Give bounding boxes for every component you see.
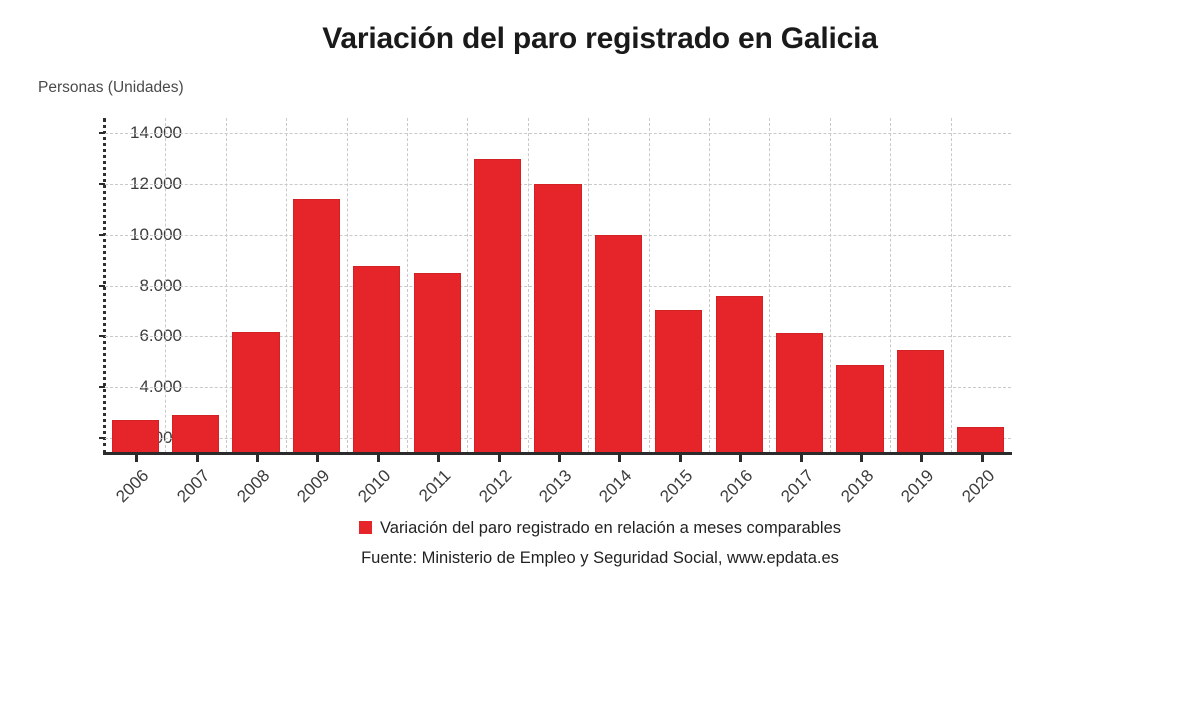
x-axis-tick-mark [437,455,441,462]
y-axis-tick-mark [99,436,105,439]
bottom-spacer [0,697,1200,705]
bar[interactable] [111,420,159,453]
x-axis-tick-label: 2007 [172,466,214,507]
bar[interactable] [292,199,340,453]
y-axis-tick-label: 6.000 [139,326,182,346]
vertical-gridline [709,118,710,453]
x-axis-tick-label: 2011 [415,466,455,506]
vertical-gridline [165,118,167,453]
x-axis-tick-label: 2018 [837,466,878,507]
y-axis-tick-label: 12.000 [130,173,182,193]
legend: Variación del paro registrado en relació… [0,519,1200,538]
bar[interactable] [896,350,944,453]
vertical-gridline [407,118,408,453]
x-axis-tick-label: 2020 [958,466,999,507]
x-axis-tick-mark [497,455,501,462]
bar[interactable] [232,332,280,453]
bar[interactable] [353,265,401,453]
bar[interactable] [836,365,884,453]
vertical-gridline [890,118,892,453]
x-axis-tick-label: 2012 [474,466,516,507]
y-axis-tick-mark [99,386,105,388]
x-axis-tick-label: 2010 [354,466,395,507]
y-axis-tick-mark [99,182,105,185]
plot-area [105,118,1011,453]
x-axis-tick-label: 2016 [716,466,757,507]
y-axis-tick-label: 10.000 [130,224,182,244]
x-axis-tick-mark [256,455,259,462]
vertical-gridline [527,118,529,453]
y-axis-tick-mark [99,132,105,135]
y-axis-tick-label: 4.000 [139,377,182,396]
y-axis-tick-mark [99,335,105,338]
y-axis-tick-label: 8.000 [139,275,182,295]
vertical-gridline [769,118,771,453]
source-note: Fuente: Ministerio de Empleo y Seguridad… [361,549,839,567]
vertical-gridline [588,118,590,453]
x-axis-tick-mark [920,455,924,462]
y-axis-tick-mark [99,284,105,287]
bar[interactable] [655,309,703,453]
x-axis-tick-mark [316,455,320,462]
y-axis-tick-mark [99,233,105,236]
x-axis-tick-mark [980,455,984,462]
x-axis-tick-mark [195,455,199,462]
legend-label: Variación del paro registrado en relació… [379,519,842,537]
vertical-gridline [286,118,288,453]
vertical-gridline [467,118,469,453]
vertical-gridline [648,118,650,453]
y-axis-unit-label: Personas (Unidades) [38,79,184,96]
x-axis-tick-mark [678,455,682,462]
x-axis-line [103,452,1012,455]
x-axis-tick-label: 2008 [233,466,274,507]
vertical-gridline [346,118,348,453]
vertical-gridline [950,118,952,453]
bar[interactable] [474,158,522,453]
x-axis-tick-mark [799,455,803,462]
vertical-gridline [829,118,831,453]
x-axis-tick-mark [376,455,380,462]
x-axis-tick-label: 2006 [112,466,153,507]
x-axis-tick-label: 2019 [897,466,938,507]
page-title: Variación del paro registrado en Galicia [322,22,878,55]
bar[interactable] [776,332,824,453]
x-axis-tick-label: 2017 [776,466,818,507]
bar[interactable] [534,183,582,453]
bar[interactable] [957,427,1005,453]
bar[interactable] [594,234,642,453]
x-axis-tick-mark [558,455,561,462]
bar[interactable] [172,415,220,453]
gridline [105,133,1011,135]
legend-swatch-icon [358,521,372,534]
x-axis-tick-label: 2014 [595,466,636,507]
y-axis-tick-label: 14.000 [130,123,182,143]
x-axis-tick-mark [618,455,622,462]
x-axis-tick-mark [860,455,863,462]
x-axis-tick-label: 2015 [656,466,697,507]
vertical-gridline [225,118,227,453]
x-axis-tick-label: 2009 [293,466,334,507]
y-axis-spine [103,118,106,454]
bar[interactable] [413,273,461,453]
x-axis-tick-mark [739,455,743,462]
bar[interactable] [715,295,763,453]
x-axis-tick-mark [135,455,139,462]
x-axis-tick-label: 2013 [535,466,576,507]
